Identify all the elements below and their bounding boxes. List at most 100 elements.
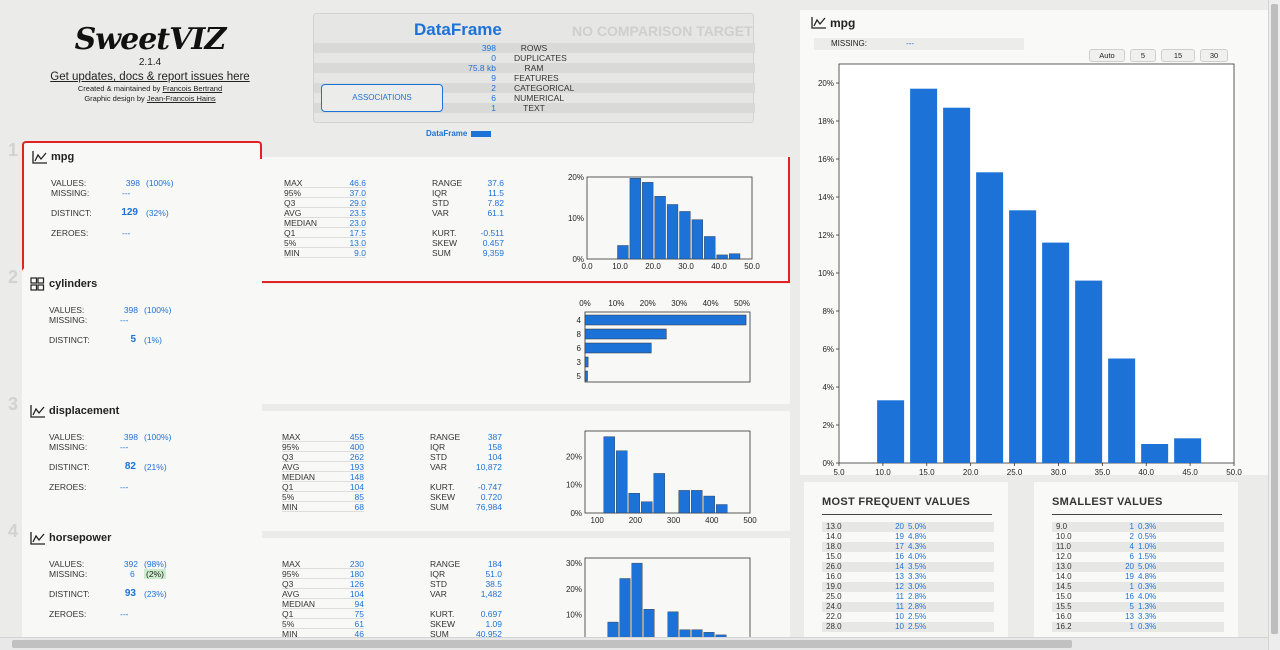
value-percent: 3.5% xyxy=(908,562,927,571)
quantile-value: 104 xyxy=(349,482,364,492)
value-count: 12 xyxy=(895,582,904,591)
x-tick-label: 50.0 xyxy=(1226,468,1242,477)
quantile-label: 5% xyxy=(282,619,295,629)
value-row: 15.0 16 4.0% xyxy=(822,552,994,562)
value-percent: 0.3% xyxy=(1138,582,1157,591)
associations-button[interactable]: ASSOCIATIONS xyxy=(321,84,443,112)
feature-card-mpg[interactable]: mpg VALUES: 398 (100%) MISSING: --- DISTINCT: 1… xyxy=(22,141,790,283)
value-percent: 5.0% xyxy=(908,522,927,531)
value-row: 18.0 17 4.3% xyxy=(822,542,994,552)
value-label: 18.0 xyxy=(826,542,842,551)
quantile-row: AVG 193 xyxy=(282,462,364,472)
value-row: 11.0 4 1.0% xyxy=(1052,542,1224,552)
quantile-label: MIN xyxy=(282,502,298,512)
quantile-row: Q1 75 xyxy=(282,609,364,619)
stat-row: IQR 158 xyxy=(430,442,502,452)
shape-row: SKEW 0.457 xyxy=(432,238,504,248)
value-missing-percent: (2%) xyxy=(144,569,166,579)
label-missing: MISSING: xyxy=(49,442,88,452)
feature-name: horsepower xyxy=(49,532,112,544)
x-tick-label: 40.0 xyxy=(1138,468,1154,477)
horizontal-scroll-thumb[interactable] xyxy=(12,640,1072,648)
category-label: 5 xyxy=(577,372,582,381)
histogram-bar xyxy=(943,107,971,463)
histogram-bar xyxy=(1174,438,1202,463)
feature-card-displacement[interactable]: displacement VALUES: 398 (100%) MISSING: --- D… xyxy=(22,395,790,531)
y-tick-label: 12% xyxy=(818,231,834,240)
x-tick-label: 0% xyxy=(579,299,591,308)
quantile-label: Q1 xyxy=(282,482,294,492)
value-percent: 4.8% xyxy=(1138,572,1157,581)
stat-row: STD 7.82 xyxy=(432,198,504,208)
value-row: 15.0 16 4.0% xyxy=(1052,592,1224,602)
y-tick-label: 2% xyxy=(822,421,834,430)
bar xyxy=(584,328,667,340)
horizontal-scrollbar[interactable] xyxy=(0,637,1268,650)
x-tick-label: 30% xyxy=(671,299,687,308)
bin-15-button[interactable]: 15 xyxy=(1161,49,1195,62)
shape-label: SUM xyxy=(430,629,449,639)
feature-card-cylinders[interactable]: cylinders VALUES: 398 (100%) MISSING: --- DIST… xyxy=(22,268,790,404)
vertical-scroll-thumb[interactable] xyxy=(1271,4,1278,634)
label-values: VALUES: xyxy=(51,178,87,188)
value-row: 14.5 1 0.3% xyxy=(1052,582,1224,592)
value-percent: 4.8% xyxy=(908,532,927,541)
updates-link[interactable]: Get updates, docs & report issues here xyxy=(50,71,250,83)
bar xyxy=(666,204,679,260)
summary-title: DataFrame xyxy=(414,20,502,39)
shape-label: KURT. xyxy=(432,228,457,238)
label-missing: MISSING: xyxy=(49,315,88,325)
stat-value: 61.1 xyxy=(487,208,504,218)
value-zeroes: --- xyxy=(120,482,129,492)
y-tick-label: 20% xyxy=(568,173,584,182)
stat-label: IQR xyxy=(430,569,446,579)
value-label: 13.0 xyxy=(1056,562,1072,571)
x-tick-label: 20% xyxy=(640,299,656,308)
value-count: 1 xyxy=(1129,582,1134,591)
most-frequent-title: MOST FREQUENT VALUES xyxy=(822,496,971,508)
quantile-value: 37.0 xyxy=(349,188,366,198)
summary-label: FEATURES xyxy=(514,73,559,83)
bin-30-button[interactable]: 30 xyxy=(1200,49,1228,62)
bin-5-button[interactable]: 5 xyxy=(1130,49,1156,62)
stat-label: RANGE xyxy=(430,432,461,442)
value-row: 12.0 6 1.5% xyxy=(1052,552,1224,562)
vertical-scrollbar[interactable] xyxy=(1268,0,1280,650)
histogram-bar xyxy=(1042,242,1070,463)
shape-value: -0.747 xyxy=(477,482,502,492)
shape-row: SKEW 1.09 xyxy=(430,619,502,629)
quantile-value: 23.0 xyxy=(349,218,366,228)
bar xyxy=(704,236,716,260)
value-count: 10 xyxy=(895,612,904,621)
value-values-percent: (100%) xyxy=(144,432,172,442)
quantile-row: MIN 68 xyxy=(282,502,364,512)
stat-row: IQR 51.0 xyxy=(430,569,502,579)
value-zeroes: --- xyxy=(120,609,129,619)
detail-feature-name: mpg xyxy=(830,16,856,30)
value-percent: 1.5% xyxy=(1138,552,1157,561)
summary-label: DUPLICATES xyxy=(514,53,567,63)
credit-author-link[interactable]: Francois Bertrand xyxy=(162,84,223,93)
design-author-link[interactable]: Jean-Francois Hains xyxy=(146,94,216,103)
stat-label: RANGE xyxy=(432,178,463,188)
x-tick-label: 10.0 xyxy=(612,262,628,271)
value-row: 13.0 20 5.0% xyxy=(1052,562,1224,572)
y-tick-label: 0% xyxy=(572,255,584,264)
shape-row: KURT. -0.511 xyxy=(432,228,504,238)
stat-value: 10,872 xyxy=(476,462,502,472)
feature-card-horsepower[interactable]: horsepower VALUES: 392 (98%) MISSING: 6 (2%) DI… xyxy=(22,522,790,645)
quantile-label: MEDIAN xyxy=(284,218,318,228)
value-row: 25.0 11 2.8% xyxy=(822,592,994,602)
label-values: VALUES: xyxy=(49,559,85,569)
stat-value: 184 xyxy=(487,559,502,569)
quantile-label: MAX xyxy=(282,432,301,442)
stat-value: 387 xyxy=(487,432,502,442)
value-percent: 4.3% xyxy=(908,542,927,551)
bin-auto-button[interactable]: Auto xyxy=(1089,49,1125,62)
quantile-value: 455 xyxy=(349,432,364,442)
quantile-row: MEDIAN 23.0 xyxy=(284,218,366,228)
quantile-value: 9.0 xyxy=(354,248,366,258)
value-distinct-percent: (21%) xyxy=(144,462,167,472)
histogram-bar xyxy=(877,400,905,463)
dataframe-legend: DataFrame xyxy=(426,129,492,138)
